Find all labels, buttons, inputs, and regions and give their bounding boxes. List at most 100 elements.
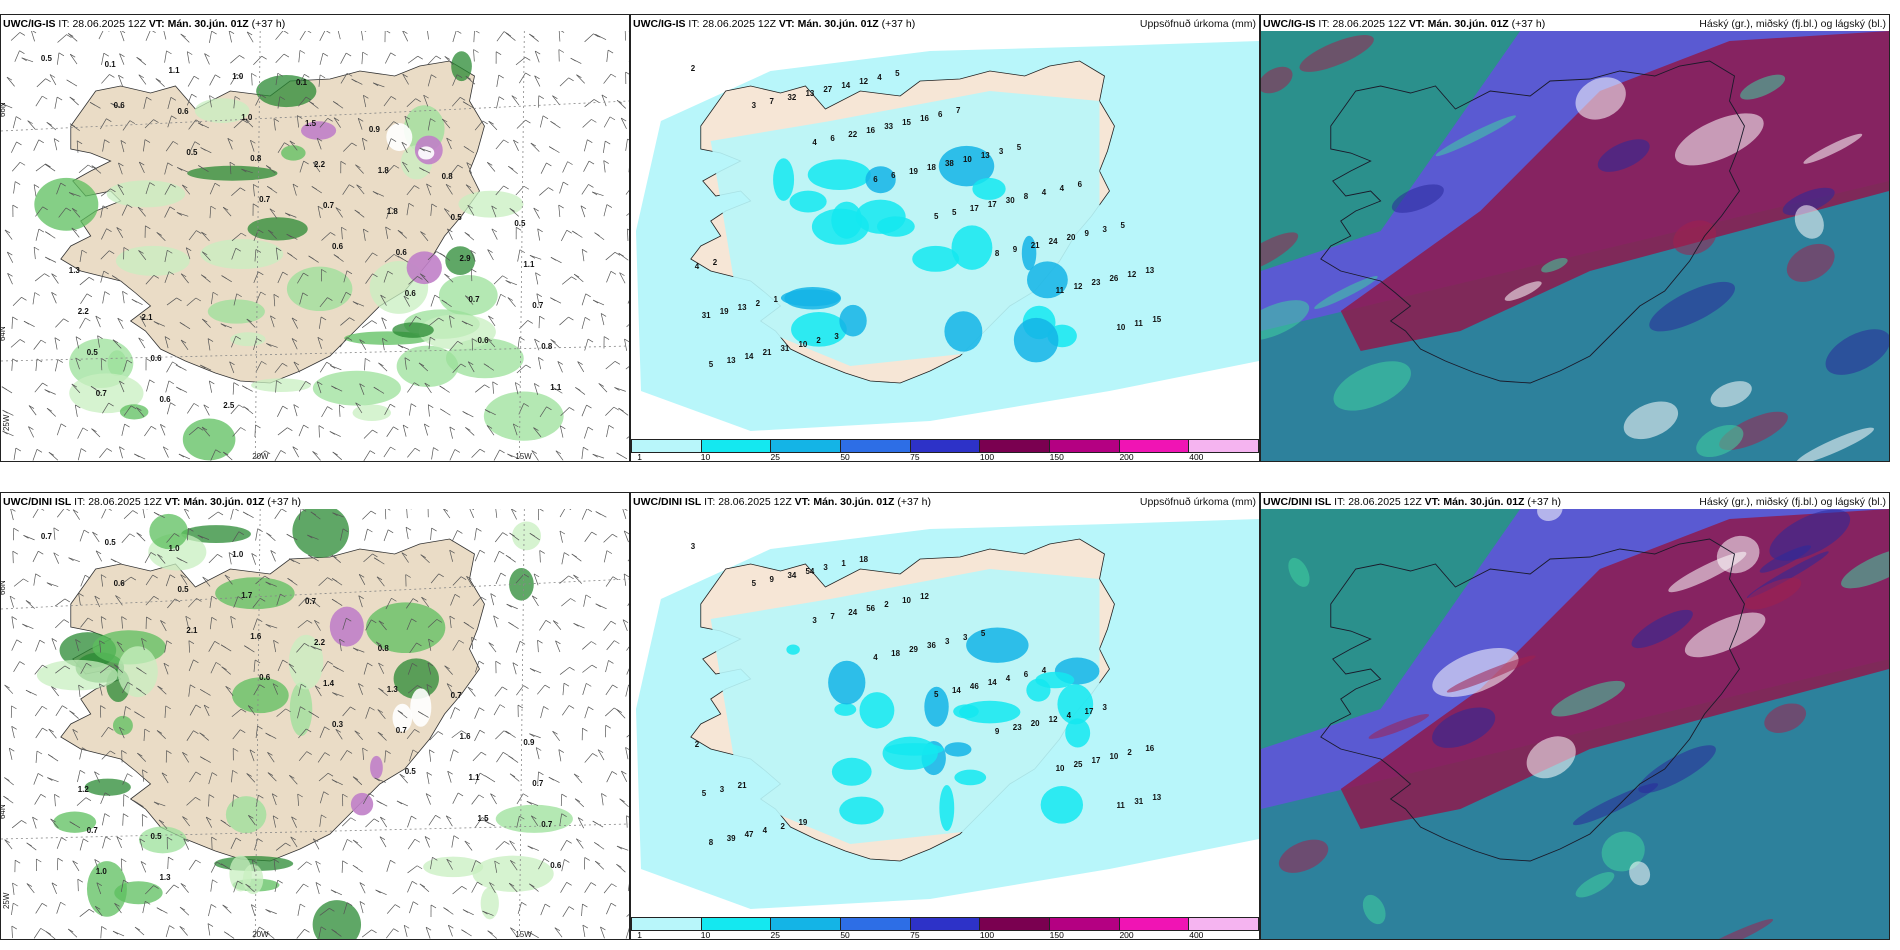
wind-barb-flag (138, 74, 145, 79)
wind-barb (427, 619, 438, 628)
precip-value-label: 25 (1074, 760, 1083, 769)
wind-barb (516, 816, 520, 828)
wind-barb-flag (245, 883, 251, 888)
colorbar-tick-label: 75 (910, 930, 920, 940)
wind-barb-flag (447, 770, 453, 775)
wind-value-label: 0.6 (159, 395, 171, 404)
wind-barb-flag (461, 320, 468, 325)
wind-barb (9, 596, 14, 608)
wind-barb-flag (126, 359, 133, 364)
map-area[interactable] (1261, 31, 1889, 461)
precip-value-label: 10 (902, 596, 911, 605)
wind-barb-flag (464, 232, 470, 236)
wind-barb (144, 885, 154, 895)
wind-barb (471, 338, 473, 351)
wind-barb-flag (595, 34, 601, 38)
cloud-streak (1601, 831, 1645, 872)
wind-barb (299, 292, 304, 305)
wind-barb-flag (141, 638, 147, 642)
wind-barb-flag (11, 925, 17, 930)
wind-barb-flag (534, 383, 540, 387)
wind-barb-flag (460, 576, 467, 580)
wind-barb (69, 53, 78, 65)
wind-barb-flag (331, 929, 337, 933)
wind-barb-flag (176, 386, 182, 391)
wind-barb-flag (121, 750, 127, 754)
wind-barb (116, 836, 122, 849)
cloud-streak (1769, 509, 1851, 561)
init-time: 28.06.2025 12Z (88, 496, 162, 508)
wind-barb-flag (64, 598, 71, 603)
wind-barb-flag (555, 640, 561, 645)
wind-barb-flag (251, 553, 257, 557)
wind-value-label: 1.3 (159, 873, 171, 882)
wind-barb-flag (23, 535, 29, 539)
precip-value-label: 7 (830, 612, 835, 621)
precip-blob (406, 251, 442, 285)
wind-barb-flag (600, 926, 606, 931)
wind-barb (352, 776, 363, 786)
wind-barb-flag (310, 599, 316, 603)
wind-barb (244, 118, 254, 128)
wind-barb (509, 840, 517, 851)
map-area[interactable]: 2 3 4 6 5 8 11 10 5 7 6 6 5 9 12 11 13 32 22 19 17 21 23 15 14 13… (631, 31, 1259, 461)
wind-barb-flag (48, 728, 54, 733)
wind-barb (451, 835, 455, 848)
wind-barb-flag (193, 730, 199, 735)
moisture-patch (286, 266, 353, 312)
wind-barb-flag (267, 186, 273, 190)
wind-barb-flag (569, 509, 572, 511)
wind-barb (562, 683, 565, 696)
wind-barb-flag (12, 204, 18, 209)
wind-barb (298, 509, 302, 521)
wind-barb (97, 335, 100, 348)
wind-barb (100, 574, 104, 587)
wind-barb-flag (503, 730, 510, 735)
wind-barb (508, 882, 518, 893)
wind-barb (94, 595, 101, 608)
wind-value-label: 0.6 (405, 289, 417, 298)
wind-barb (185, 247, 191, 260)
precip-value-label: 5 (981, 629, 986, 638)
wind-barb (99, 640, 102, 653)
wind-barb (606, 271, 612, 283)
wind-barb-flag (457, 530, 463, 534)
wind-barb (540, 706, 544, 719)
wind-barb (409, 642, 417, 653)
wind-barb-flag (439, 385, 445, 390)
panel-header: UWC/DINI ISL IT: 28.06.2025 12Z VT: Mán.… (1263, 496, 1886, 508)
wind-barb-flag (374, 557, 380, 562)
wind-barb-flag (569, 666, 575, 671)
precip-cell (1057, 684, 1094, 725)
wind-barb-flag (511, 95, 518, 99)
map-area[interactable]: 20W 15W 66N 64N 25W 0.7 0.6 2.1 0.6 0.3 0.5 1.5 0.6 0… (1, 509, 629, 939)
map-area[interactable]: 20W 15W 66N 64N 25W 0.5 0.6 0.5 0.7 0.6 0.6 0.6 1.1 0… (1, 31, 629, 461)
wind-barb-flag (234, 509, 239, 512)
wind-barb-flag (312, 451, 318, 455)
precip-value-label: 24 (1049, 237, 1058, 246)
wind-barb-flag (415, 98, 421, 102)
wind-barb (419, 273, 429, 283)
map-area[interactable]: 3 5 3 4 5 9 10 11 8 9 7 18 14 23 25 31 39 34 24 29 46 20 17 13 4… (631, 509, 1259, 939)
wind-barb (409, 749, 414, 762)
wind-barb (223, 451, 233, 461)
wind-value-label: 0.6 (177, 107, 189, 116)
wind-barb (581, 184, 589, 195)
wind-barb (298, 728, 307, 739)
wind-barb (574, 798, 585, 808)
wind-barb (538, 357, 541, 370)
wind-barb-flag (449, 549, 455, 554)
wind-barb-flag (330, 365, 336, 369)
wind-barb-flag (279, 96, 286, 100)
map-area[interactable] (1261, 509, 1889, 939)
wind-barb-flag (543, 706, 549, 710)
wind-barb (533, 383, 539, 396)
wind-barb-flag (351, 78, 357, 83)
wind-barb (274, 509, 282, 519)
wind-barb-flag (106, 228, 112, 232)
wind-value-label: 0.6 (259, 673, 271, 682)
wind-value-label: 1.8 (387, 207, 399, 216)
wind-value-label: 2.1 (186, 626, 198, 635)
wind-barb (561, 859, 565, 872)
cloud-streak (1446, 655, 1536, 693)
